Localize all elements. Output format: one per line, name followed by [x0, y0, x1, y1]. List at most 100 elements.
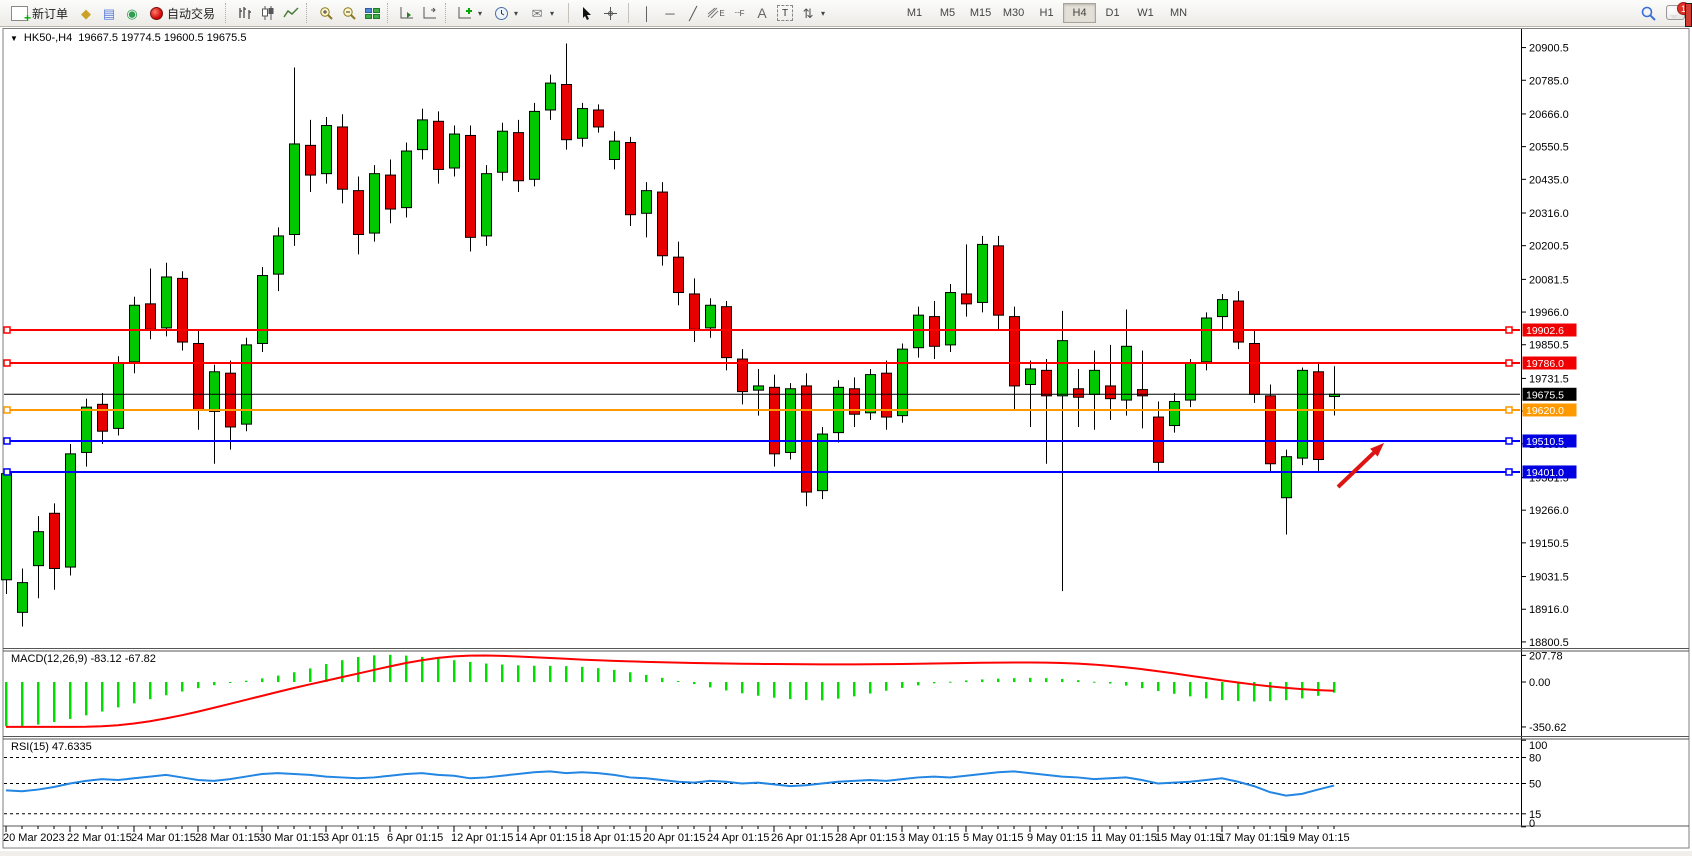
vertical-line-tool-icon[interactable]: │	[642, 5, 652, 21]
svg-text:20081.5: 20081.5	[1529, 274, 1569, 286]
svg-text:28 Mar 01:15: 28 Mar 01:15	[195, 832, 260, 844]
line-chart-type-icon[interactable]	[281, 3, 301, 23]
tile-windows-icon[interactable]	[362, 3, 382, 23]
arrows-tool-icon[interactable]: ⇅	[802, 5, 814, 21]
autotrade-label: 自动交易	[167, 6, 216, 21]
timeframe-MN[interactable]: MN	[1169, 7, 1188, 19]
mail-template-icon[interactable]: ✉	[531, 5, 543, 21]
window-edge-notification-icon	[1685, 3, 1692, 27]
svg-text:20 Apr 01:15: 20 Apr 01:15	[643, 832, 705, 844]
svg-text:19 May 01:15: 19 May 01:15	[1283, 832, 1350, 844]
svg-text:-350.62: -350.62	[1529, 722, 1566, 734]
hline-19401.0[interactable]	[3, 468, 1520, 476]
horizontal-line-tool-icon[interactable]: ─	[665, 5, 675, 21]
timeframe-H1[interactable]: H1	[1039, 7, 1054, 19]
profiles-window-icon[interactable]: ▤	[102, 5, 116, 21]
svg-text:28 Apr 01:15: 28 Apr 01:15	[835, 832, 897, 844]
add-indicator-icon[interactable]	[455, 3, 475, 23]
svg-text:18800.5: 18800.5	[1529, 637, 1569, 649]
autotrade-button[interactable]: 自动交易	[145, 2, 220, 25]
new-order-button[interactable]: 新订单	[6, 2, 73, 25]
svg-text:3 Apr 01:15: 3 Apr 01:15	[323, 832, 379, 844]
svg-text:12 Apr 01:15: 12 Apr 01:15	[451, 832, 513, 844]
arrows-dropdown-caret[interactable]: ▾	[821, 8, 826, 18]
price-badge-19620.0: 19620.0	[1522, 403, 1577, 417]
svg-text:100: 100	[1529, 740, 1547, 752]
svg-text:3 May 01:15: 3 May 01:15	[899, 832, 960, 844]
chart-ohlc-quote: 19667.5 19774.5 19600.5 19675.5	[78, 32, 247, 44]
price-badge-19510.5: 19510.5	[1522, 434, 1577, 448]
hline-19620.0[interactable]	[3, 406, 1520, 414]
svg-text:19675.5: 19675.5	[1526, 389, 1564, 401]
svg-text:19850.5: 19850.5	[1529, 340, 1569, 352]
main-toolbar: 新订单 ◆ ▤ ◉ 自动交易 ▾ ▾ ✉ ▾ │	[0, 0, 1692, 27]
arrow-annotation[interactable]	[1336, 443, 1384, 489]
svg-text:6 Apr 01:15: 6 Apr 01:15	[387, 832, 443, 844]
chart-frame	[2, 28, 1690, 849]
svg-text:22 Mar 01:15: 22 Mar 01:15	[67, 832, 132, 844]
svg-text:20316.0: 20316.0	[1529, 208, 1569, 220]
price-badge-19902.6: 19902.6	[1522, 323, 1577, 337]
svg-text:18916.0: 18916.0	[1529, 604, 1569, 616]
timeframe-D1[interactable]: D1	[1105, 7, 1120, 19]
indicator-dropdown-caret[interactable]: ▾	[478, 8, 483, 18]
hline-19510.5[interactable]	[3, 437, 1520, 445]
svg-text:0: 0	[1529, 818, 1535, 830]
candlestick-chart-type-icon[interactable]	[258, 3, 278, 23]
signal-icon[interactable]: ◉	[126, 5, 138, 21]
hline-19786.0[interactable]	[3, 359, 1520, 367]
timeframe-M1[interactable]: M1	[906, 7, 923, 19]
price-badge-19786.0: 19786.0	[1522, 356, 1577, 370]
chart-shift-icon[interactable]	[420, 3, 440, 23]
svg-text:11 May 01:15: 11 May 01:15	[1091, 832, 1157, 844]
price-badge-19401.0: 19401.0	[1522, 465, 1577, 479]
zoom-in-icon[interactable]	[316, 3, 336, 23]
timeframe-M30[interactable]: M30	[1002, 7, 1025, 19]
svg-text:20900.5: 20900.5	[1529, 43, 1569, 55]
timeframe-M15[interactable]: M15	[969, 7, 992, 19]
svg-text:19510.5: 19510.5	[1526, 436, 1564, 448]
svg-text:80: 80	[1529, 753, 1541, 765]
svg-text:24 Apr 01:15: 24 Apr 01:15	[707, 832, 769, 844]
macd-signal-line	[6, 654, 1335, 728]
hline-19902.6[interactable]	[3, 326, 1520, 334]
timeframe-group: M1 M5 M15 M30 H1 H4 D1 W1 MN	[898, 3, 1195, 23]
price-axis[interactable]: 20900.5 20785.0 20666.0 20550.5 20435.0 20316…	[1521, 43, 1569, 649]
chart-window[interactable]: ▼ HK50-,H4 19667.5 19774.5 19600.5 19675…	[0, 27, 1692, 851]
svg-text:15: 15	[1529, 809, 1541, 821]
svg-text:18 Apr 01:15: 18 Apr 01:15	[579, 832, 641, 844]
period-dropdown-caret[interactable]: ▾	[514, 8, 519, 18]
zoom-out-icon[interactable]	[339, 3, 359, 23]
svg-text:207.78: 207.78	[1529, 650, 1563, 662]
timeframe-H4[interactable]: H4	[1063, 3, 1097, 23]
timeframe-W1[interactable]: W1	[1137, 7, 1154, 19]
bar-chart-type-icon[interactable]	[235, 3, 255, 23]
auto-scroll-icon[interactable]	[397, 3, 417, 23]
cursor-tool-icon[interactable]	[577, 3, 597, 23]
timeframe-M5[interactable]: M5	[939, 7, 956, 19]
svg-text:19786.0: 19786.0	[1526, 358, 1564, 370]
svg-text:19150.5: 19150.5	[1529, 538, 1569, 550]
fibonacci-tool-icon[interactable]: E	[706, 3, 726, 23]
price-badge-19675.5: 19675.5	[1522, 387, 1577, 401]
autotrade-status-icon	[150, 6, 164, 20]
chart-canvas[interactable]: 20900.5 20785.0 20666.0 20550.5 20435.0 20316…	[0, 27, 1692, 851]
period-clock-icon[interactable]	[491, 3, 511, 23]
crosshair-tool-icon[interactable]	[600, 3, 620, 23]
template-dropdown-caret[interactable]: ▾	[550, 8, 555, 18]
macd-indicator-label: MACD(12,26,9) -83.12 -67.82	[11, 653, 156, 665]
search-icon[interactable]	[1638, 3, 1658, 23]
svg-text:20785.0: 20785.0	[1529, 75, 1569, 87]
svg-text:19266.0: 19266.0	[1529, 505, 1569, 517]
text-label-tool-icon[interactable]: T	[775, 3, 795, 23]
trendline-tool-icon[interactable]: ╱	[689, 5, 697, 21]
time-axis[interactable]: 20 Mar 2023 22 Mar 01:15 24 Mar 01:15 28 Ma…	[3, 826, 1350, 844]
expert-diamond-icon[interactable]: ◆	[81, 5, 92, 21]
svg-text:20666.0: 20666.0	[1529, 109, 1569, 121]
text-tool-icon[interactable]: A	[757, 5, 767, 21]
grid-tool-icon[interactable]: ┈ F	[734, 7, 745, 19]
svg-text:0.00: 0.00	[1529, 677, 1550, 689]
collapse-triangle-icon[interactable]: ▼	[10, 33, 18, 43]
svg-text:9 May 01:15: 9 May 01:15	[1027, 832, 1088, 844]
